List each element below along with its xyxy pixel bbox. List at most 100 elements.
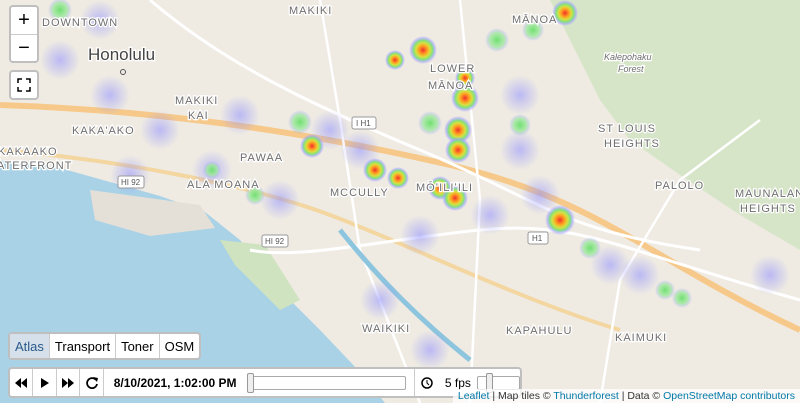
fullscreen-icon bbox=[17, 78, 31, 92]
shield: H1 bbox=[532, 234, 543, 243]
zoom-in[interactable]: + bbox=[11, 7, 37, 35]
time-control: 8/10/2021, 1:02:00 PM 5 fps bbox=[8, 367, 522, 398]
label: MAUNALANI bbox=[735, 188, 800, 200]
layer-button[interactable]: Atlas bbox=[10, 334, 50, 358]
heat-spot bbox=[444, 116, 472, 144]
label: PAWAA bbox=[240, 152, 283, 164]
heat-spot bbox=[522, 19, 544, 41]
label: WAIKIKI bbox=[362, 323, 410, 335]
label: MĀNOA bbox=[428, 80, 473, 92]
label: KAPAHULU bbox=[506, 325, 572, 337]
heat-spot bbox=[360, 280, 400, 320]
shield: HI 92 bbox=[121, 178, 141, 187]
layer-button[interactable]: OSM bbox=[164, 338, 195, 354]
heat-spot bbox=[245, 185, 265, 205]
label: KAKA'AKO bbox=[72, 125, 135, 137]
heat-spot bbox=[410, 330, 450, 370]
city-label: Honolulu bbox=[88, 45, 155, 64]
label: MAKIKI bbox=[175, 95, 218, 107]
shield: I H1 bbox=[356, 119, 371, 128]
heat-spot bbox=[655, 280, 675, 300]
time-slider[interactable] bbox=[246, 372, 406, 393]
heat-spot bbox=[80, 0, 120, 40]
road-shields: I H1 HI 92 HI 92 H1 bbox=[117, 116, 549, 248]
heat-spot bbox=[385, 50, 405, 70]
heat-spot bbox=[485, 28, 509, 52]
loop-button[interactable] bbox=[80, 369, 104, 396]
heat-spot bbox=[445, 137, 471, 163]
heat-spot bbox=[220, 95, 260, 135]
speed-slider[interactable] bbox=[476, 372, 520, 393]
label: DOWNTOWN bbox=[42, 17, 118, 29]
label: KAKAAKO bbox=[0, 146, 58, 158]
heat-spot bbox=[48, 0, 72, 22]
layer-button[interactable]: Toner bbox=[116, 334, 160, 358]
heat-spot bbox=[418, 111, 442, 135]
forward-button[interactable] bbox=[57, 369, 81, 396]
leaflet-link[interactable]: Leaflet bbox=[457, 390, 490, 402]
shield: HI 92 bbox=[265, 237, 285, 246]
heat-spot bbox=[451, 84, 479, 112]
label: MCCULLY bbox=[330, 187, 389, 199]
label: PALOLO bbox=[655, 180, 704, 192]
heatmap bbox=[40, 0, 790, 370]
label: MŌʻILIʻILI bbox=[416, 182, 473, 194]
heat-spot bbox=[520, 175, 560, 215]
harbor bbox=[90, 190, 215, 236]
hills bbox=[550, 0, 800, 250]
thunderforest-link[interactable]: Thunderforest bbox=[553, 390, 619, 402]
heat-spot bbox=[90, 75, 130, 115]
heat-spot bbox=[203, 161, 221, 179]
park bbox=[220, 240, 300, 310]
label: MĀNOA bbox=[512, 14, 557, 26]
heat-spot bbox=[387, 167, 409, 189]
label: MAKIKI bbox=[289, 5, 332, 17]
current-time: 8/10/2021, 1:02:00 PM bbox=[113, 375, 237, 390]
heat-spot bbox=[500, 130, 540, 170]
label: WATERFRONT bbox=[0, 160, 72, 172]
city-dot bbox=[120, 69, 126, 75]
heat-spot bbox=[140, 110, 180, 150]
label: HEIGHTS bbox=[740, 203, 796, 215]
heat-spot bbox=[620, 255, 660, 295]
zoom-out[interactable]: − bbox=[18, 37, 30, 59]
heat-spot bbox=[288, 110, 312, 134]
label: KAI bbox=[188, 110, 209, 122]
heat-spot bbox=[400, 215, 440, 255]
heat-spot bbox=[40, 40, 80, 80]
heat-spot bbox=[470, 195, 510, 235]
speed-icon bbox=[413, 369, 439, 396]
label: Forest bbox=[618, 64, 644, 74]
time-slider-handle[interactable] bbox=[246, 372, 254, 393]
attribution-text: | Map tiles © bbox=[492, 390, 551, 402]
heat-spot bbox=[300, 134, 324, 158]
heat-spot bbox=[579, 237, 601, 259]
heat-spot bbox=[455, 68, 475, 88]
osm-link[interactable]: OpenStreetMap contributors bbox=[663, 390, 795, 402]
backward-button[interactable] bbox=[10, 369, 34, 396]
heat-spot bbox=[260, 180, 300, 220]
zoom-control: + − bbox=[9, 5, 39, 63]
label: HEIGHTS bbox=[604, 138, 660, 150]
heat-spot bbox=[552, 0, 578, 26]
speed-label: 5 fps bbox=[444, 375, 471, 390]
heat-spot bbox=[672, 288, 692, 308]
layer-switcher: Atlas Transport Toner OSM bbox=[8, 332, 202, 360]
heat-spot bbox=[509, 114, 531, 136]
label: Kalepohaku bbox=[604, 52, 652, 62]
heat-spot bbox=[409, 36, 437, 64]
label: KAIMUKI bbox=[615, 332, 667, 344]
heat-spot bbox=[545, 205, 575, 235]
map-labels: DOWNTOWN Honolulu MAKIKI LOWER MĀNOA MĀN… bbox=[0, 4, 800, 346]
attribution: Leaflet | Map tiles © Thunderforest | Da… bbox=[452, 389, 800, 403]
heat-spot bbox=[500, 75, 540, 115]
label: ALA MOANA bbox=[187, 179, 260, 191]
attribution-text: | Data © bbox=[621, 390, 661, 402]
label: LOWER bbox=[430, 63, 475, 75]
layer-button[interactable]: Transport bbox=[50, 334, 117, 358]
play-button[interactable] bbox=[33, 369, 57, 396]
heat-spot bbox=[750, 255, 790, 295]
fullscreen-button[interactable] bbox=[9, 70, 39, 100]
